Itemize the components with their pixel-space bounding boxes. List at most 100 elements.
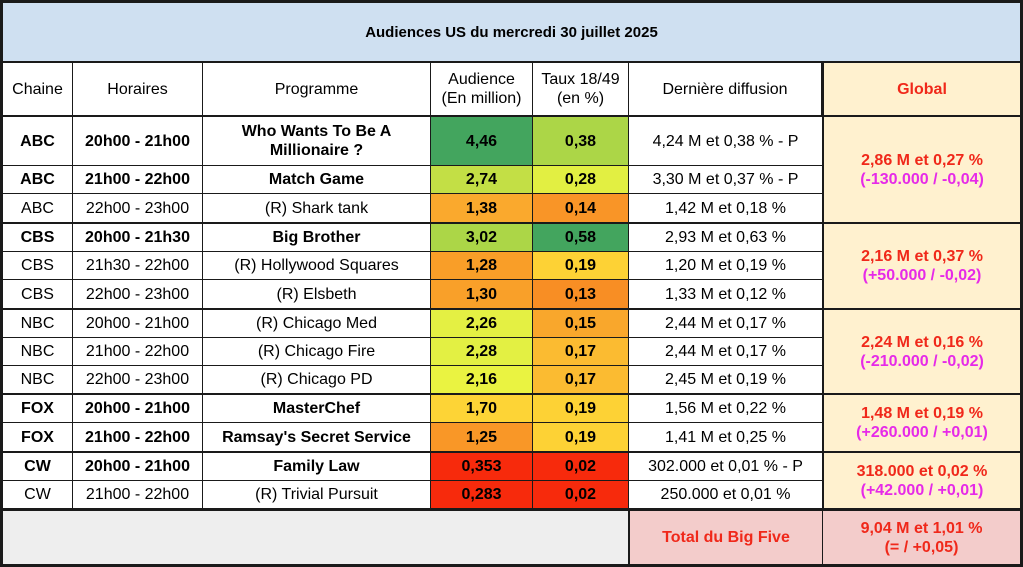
cell-taux: 0,02 (533, 481, 628, 508)
cell-audience: 2,26 (431, 310, 532, 337)
total-value: 9,04 M et 1,01 % (= / +0,05) (823, 511, 1020, 564)
cell-programme: Ramsay's Secret Service (203, 423, 430, 451)
cell-horaires: 21h00 - 22h00 (73, 338, 202, 365)
cell-taux: 0,15 (533, 310, 628, 337)
cell-audience: 1,25 (431, 423, 532, 451)
global-diff-value: (+50.000 / -0,02) (862, 267, 982, 284)
cell-derniere: 1,33 M et 0,12 % (629, 280, 822, 308)
cell-taux: 0,19 (533, 423, 628, 451)
cell-derniere: 1,56 M et 0,22 % (629, 395, 822, 422)
global-main-value: 2,16 M et 0,37 % (861, 248, 983, 265)
cell-audience: 1,38 (431, 194, 532, 222)
header-chaine: Chaine (3, 63, 72, 115)
cell-taux: 0,17 (533, 338, 628, 365)
cell-horaires: 20h00 - 21h00 (73, 453, 202, 480)
global-nbc: 2,24 M et 0,16 % (-210.000 / -0,02) (824, 310, 1020, 393)
global-diff-value: (+42.000 / +0,01) (860, 481, 984, 499)
cell-chaine: ABC (3, 117, 72, 165)
header-audience: Audience (En million) (431, 63, 532, 115)
cell-taux: 0,38 (533, 117, 628, 165)
cell-audience: 1,70 (431, 395, 532, 422)
cell-programme: (R) Chicago Med (203, 310, 430, 337)
cell-horaires: 22h00 - 23h00 (73, 280, 202, 308)
cell-taux: 0,58 (533, 224, 628, 251)
cell-audience: 2,74 (431, 166, 532, 193)
cell-taux: 0,28 (533, 166, 628, 193)
global-cbs: 2,16 M et 0,37 % (+50.000 / -0,02) (824, 224, 1020, 308)
cell-chaine: FOX (3, 395, 72, 422)
cell-taux: 0,13 (533, 280, 628, 308)
cell-derniere: 250.000 et 0,01 % (629, 481, 822, 508)
cell-chaine: ABC (3, 194, 72, 222)
cell-derniere: 2,44 M et 0,17 % (629, 310, 822, 337)
cell-derniere: 4,24 M et 0,38 % - P (629, 117, 822, 165)
cell-audience: 3,02 (431, 224, 532, 251)
total-main: 9,04 M et 1,01 % (860, 519, 983, 537)
cell-taux: 0,19 (533, 252, 628, 279)
cell-chaine: NBC (3, 310, 72, 337)
cell-chaine: FOX (3, 423, 72, 451)
cell-chaine: CW (3, 481, 72, 508)
cell-chaine: NBC (3, 338, 72, 365)
header-programme: Programme (203, 63, 430, 115)
header-horaires: Horaires (73, 63, 202, 115)
cell-programme: Who Wants To Be A Millionaire ? (203, 117, 430, 165)
cell-horaires: 22h00 - 23h00 (73, 194, 202, 222)
cell-programme: Match Game (203, 166, 430, 193)
global-diff-value: (+260.000 / +0,01) (856, 424, 988, 441)
cell-chaine: CW (3, 453, 72, 480)
cell-programme: (R) Chicago Fire (203, 338, 430, 365)
cell-horaires: 21h00 - 22h00 (73, 423, 202, 451)
cell-audience: 2,16 (431, 366, 532, 393)
total-label: Total du Big Five (630, 511, 822, 564)
cell-audience: 0,283 (431, 481, 532, 508)
cell-horaires: 22h00 - 23h00 (73, 366, 202, 393)
cell-programme: (R) Trivial Pursuit (203, 481, 430, 508)
cell-derniere: 2,44 M et 0,17 % (629, 338, 822, 365)
cell-chaine: CBS (3, 252, 72, 279)
cell-derniere: 302.000 et 0,01 % - P (629, 453, 822, 480)
global-diff-value: (-210.000 / -0,02) (860, 352, 984, 370)
cell-programme: MasterChef (203, 395, 430, 422)
global-diff-value: (-130.000 / -0,04) (860, 170, 984, 188)
cell-derniere: 2,93 M et 0,63 % (629, 224, 822, 251)
cell-audience: 0,353 (431, 453, 532, 480)
cell-programme: Big Brother (203, 224, 430, 251)
header-taux: Taux 18/49 (en %) (533, 63, 628, 115)
cell-programme: (R) Elsbeth (203, 280, 430, 308)
global-main-value: 1,48 M et 0,19 % (861, 405, 983, 422)
total-label-text: Total du Big Five (662, 529, 790, 546)
cell-chaine: CBS (3, 224, 72, 251)
cell-horaires: 21h00 - 22h00 (73, 166, 202, 193)
cell-derniere: 3,30 M et 0,37 % - P (629, 166, 822, 193)
cell-horaires: 20h00 - 21h30 (73, 224, 202, 251)
cell-derniere: 1,42 M et 0,18 % (629, 194, 822, 222)
cell-horaires: 21h00 - 22h00 (73, 481, 202, 508)
cell-horaires: 20h00 - 21h00 (73, 310, 202, 337)
cell-horaires: 20h00 - 21h00 (73, 395, 202, 422)
cell-audience: 4,46 (431, 117, 532, 165)
cell-programme: (R) Hollywood Squares (203, 252, 430, 279)
global-main-value: 2,24 M et 0,16 % (861, 333, 983, 351)
cell-horaires: 20h00 - 21h00 (73, 117, 202, 165)
header-audience-line1: Audience (448, 71, 515, 88)
global-main-value: 2,86 M et 0,27 % (861, 151, 983, 169)
global-cw: 318.000 et 0,02 % (+42.000 / +0,01) (824, 453, 1020, 508)
header-derniere-diffusion: Dernière diffusion (629, 63, 821, 115)
cell-derniere: 1,20 M et 0,19 % (629, 252, 822, 279)
cell-audience: 1,28 (431, 252, 532, 279)
table-title: Audiences US du mercredi 30 juillet 2025 (3, 3, 1020, 61)
header-taux-line1: Taux 18/49 (541, 71, 620, 88)
cell-horaires: 21h30 - 22h00 (73, 252, 202, 279)
cell-programme: (R) Chicago PD (203, 366, 430, 393)
cell-audience: 1,30 (431, 280, 532, 308)
cell-derniere: 2,45 M et 0,19 % (629, 366, 822, 393)
cell-derniere: 1,41 M et 0,25 % (629, 423, 822, 451)
cell-chaine: ABC (3, 166, 72, 193)
cell-taux: 0,14 (533, 194, 628, 222)
empty-footer-cell (3, 511, 628, 564)
cell-taux: 0,02 (533, 453, 628, 480)
global-fox: 1,48 M et 0,19 % (+260.000 / +0,01) (824, 395, 1020, 451)
global-main-value: 318.000 et 0,02 % (856, 462, 988, 480)
